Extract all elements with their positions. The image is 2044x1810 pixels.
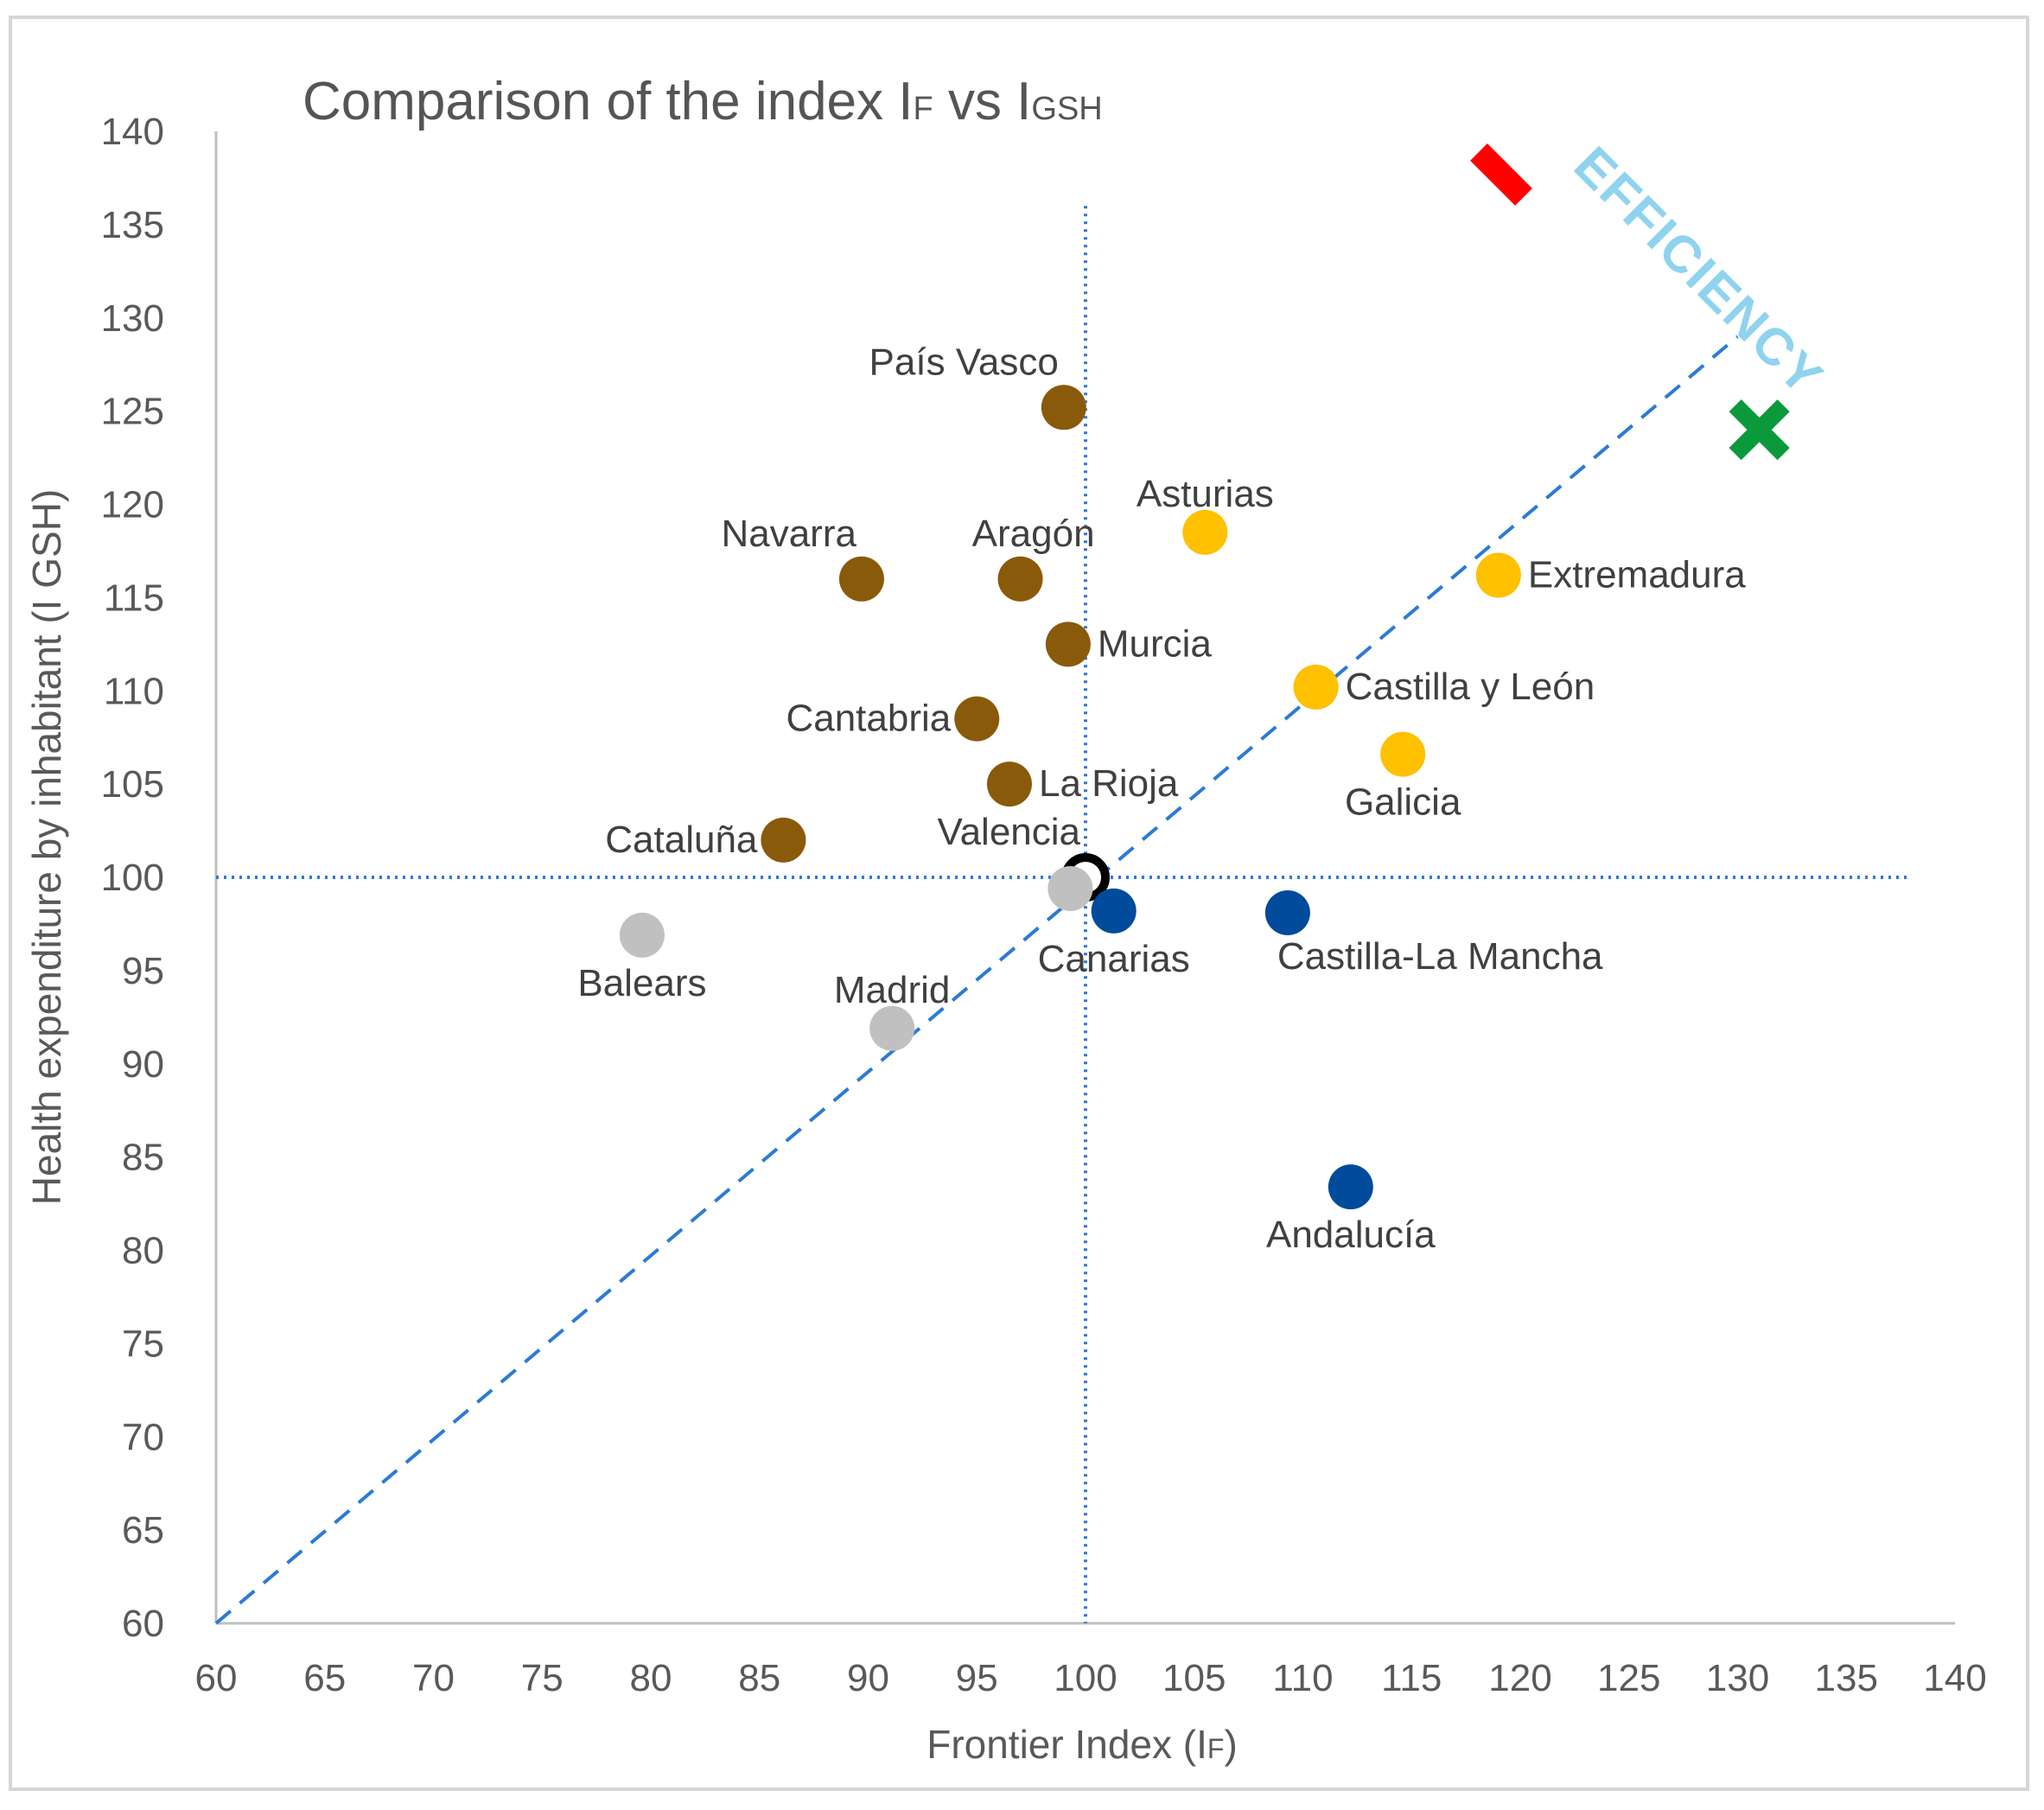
point-marker — [1264, 889, 1310, 935]
x-tick-label: 65 — [303, 1657, 346, 1699]
point-marker — [1380, 731, 1426, 777]
y-tick-label: 105 — [101, 763, 164, 806]
y-tick-label: 100 — [101, 857, 164, 899]
y-tick-label: 140 — [101, 111, 164, 153]
point-marker — [986, 762, 1032, 807]
point-label: Castilla y León — [1346, 666, 1595, 708]
y-axis-label: Health expenditure by inhabitant (I GSH) — [24, 489, 69, 1205]
x-tick-label: 90 — [847, 1657, 889, 1699]
point-marker — [1293, 664, 1339, 710]
red-bar-marker — [1470, 143, 1532, 206]
x-tick-label: 125 — [1597, 1657, 1660, 1699]
y-tick-label: 135 — [101, 204, 164, 246]
point-label: Madrid — [834, 969, 951, 1011]
point-label: Castilla-La Mancha — [1277, 935, 1603, 978]
point-marker — [838, 556, 884, 602]
point-label: Valencia — [937, 811, 1080, 853]
point-label: Balears — [577, 962, 706, 1004]
x-tick-label: 140 — [1923, 1657, 1986, 1699]
x-tick-label: 130 — [1706, 1657, 1769, 1699]
x-tick-label: 85 — [738, 1657, 780, 1699]
y-tick-label: 110 — [104, 670, 164, 712]
x-tick-label: 100 — [1054, 1657, 1117, 1699]
x-tick-label: 135 — [1815, 1657, 1878, 1699]
axes: 60 65 70 75 80 85 90 95 100 105 110 115 120 125 130 135… — [101, 111, 1987, 1699]
x-tick-label: 105 — [1162, 1657, 1226, 1699]
point-marker — [1041, 385, 1086, 430]
point-label: Asturias — [1137, 473, 1274, 515]
point-label: Extremadura — [1528, 553, 1746, 596]
point-label: Cataluña — [605, 819, 758, 861]
green-cross-marker-stroke-b — [1729, 399, 1790, 461]
chart-frame — [9, 16, 2029, 1791]
x-tick-label: 120 — [1488, 1657, 1551, 1699]
x-tick-label: 115 — [1381, 1657, 1442, 1699]
point-marker — [1475, 552, 1521, 598]
point-label: Canarias — [1038, 938, 1190, 980]
y-tick-label: 115 — [104, 577, 164, 619]
y-tick-label: 90 — [122, 1043, 164, 1086]
x-axis-label: Frontier Index (IF) — [926, 1722, 1238, 1767]
x-tick-label: 80 — [630, 1657, 672, 1699]
point-label: Galicia — [1345, 781, 1461, 824]
y-tick-label: 70 — [122, 1416, 164, 1458]
point-marker — [761, 817, 806, 863]
y-tick-label: 65 — [122, 1509, 164, 1552]
point-label: Aragón — [972, 513, 1095, 555]
point-label: Cantabria — [786, 698, 951, 740]
reference-lines — [214, 206, 1912, 1625]
y-tick-label: 95 — [122, 950, 164, 992]
point-label: Andalucía — [1266, 1214, 1436, 1256]
x-tick-label: 95 — [956, 1657, 998, 1699]
y-tick-label: 60 — [122, 1603, 164, 1645]
data-points — [619, 385, 1521, 1210]
point-marker — [997, 556, 1043, 602]
point-marker — [1047, 865, 1093, 911]
x-tick-label: 60 — [195, 1657, 238, 1699]
point-label: Navarra — [721, 513, 856, 555]
point-marker — [1045, 621, 1091, 667]
x-tick-label: 70 — [412, 1657, 455, 1699]
point-marker — [619, 912, 665, 958]
y-tick-label: 75 — [122, 1322, 164, 1365]
x-tick-label: 110 — [1272, 1657, 1333, 1699]
y-tick-label: 120 — [101, 484, 164, 526]
y-tick-label: 125 — [101, 391, 164, 433]
y-tick-label: 80 — [122, 1230, 164, 1272]
y-tick-label: 85 — [122, 1137, 164, 1179]
point-label: Murcia — [1098, 622, 1213, 665]
point-marker — [1182, 509, 1228, 555]
chart-title: Comparison of the index IF vs IGSH — [302, 72, 1103, 131]
point-marker — [954, 696, 1000, 742]
efficiency-line — [214, 335, 1739, 1625]
x-tick-label: 75 — [521, 1657, 564, 1699]
point-labels: País Vasco Navarra Aragón Murcia Cantabria La… — [577, 341, 1746, 1256]
point-marker — [1091, 888, 1137, 934]
point-label: La Rioja — [1039, 762, 1179, 805]
y-tick-label: 130 — [101, 297, 164, 340]
point-marker — [1328, 1164, 1373, 1210]
efficiency-label: EFFICIENCY — [1563, 136, 1835, 407]
point-marker — [869, 1005, 915, 1051]
point-label: País Vasco — [869, 341, 1059, 383]
